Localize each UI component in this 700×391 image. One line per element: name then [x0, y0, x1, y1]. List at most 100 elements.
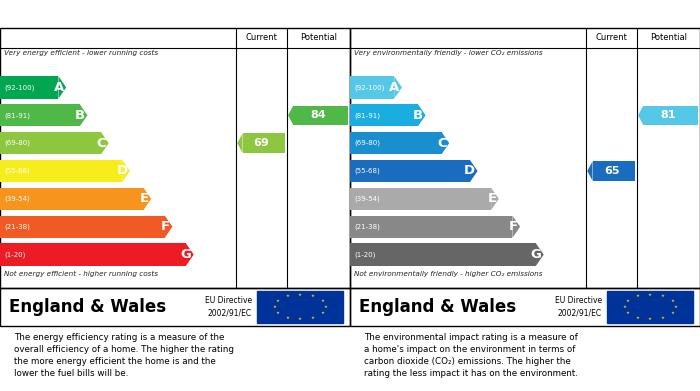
Text: ★: ★ — [286, 294, 289, 298]
Text: ★: ★ — [272, 305, 276, 309]
Text: Potential: Potential — [650, 33, 687, 42]
Text: England & Wales: England & Wales — [358, 298, 516, 316]
Polygon shape — [186, 244, 194, 266]
Text: F: F — [508, 220, 517, 233]
Text: 69: 69 — [253, 138, 270, 148]
Text: (21-38): (21-38) — [354, 224, 380, 230]
Bar — [293, 106, 349, 125]
Polygon shape — [394, 76, 402, 99]
Text: ★: ★ — [298, 317, 302, 321]
Text: England & Wales: England & Wales — [8, 298, 166, 316]
Bar — [0, 160, 122, 182]
Text: ★: ★ — [636, 294, 639, 298]
Text: 84: 84 — [311, 110, 326, 120]
Text: ★: ★ — [636, 316, 639, 319]
Text: ★: ★ — [311, 294, 315, 298]
Text: ★: ★ — [648, 317, 652, 321]
Text: C: C — [97, 136, 106, 150]
Polygon shape — [638, 106, 643, 125]
Text: ★: ★ — [276, 311, 280, 315]
Bar — [350, 244, 536, 266]
Text: Very energy efficient - lower running costs: Very energy efficient - lower running co… — [4, 50, 158, 56]
Text: ★: ★ — [321, 311, 324, 315]
Text: ★: ★ — [324, 305, 328, 309]
Text: ★: ★ — [626, 299, 630, 303]
Text: (39-54): (39-54) — [4, 196, 30, 202]
Bar — [350, 132, 442, 154]
Text: C: C — [437, 136, 447, 150]
Bar — [243, 133, 286, 153]
Polygon shape — [101, 132, 108, 154]
Text: (81-91): (81-91) — [354, 112, 380, 118]
Text: B: B — [75, 109, 85, 122]
Text: Not environmentally friendly - higher CO₂ emissions: Not environmentally friendly - higher CO… — [354, 271, 542, 277]
Polygon shape — [80, 104, 88, 126]
Text: ★: ★ — [626, 311, 630, 315]
Text: ★: ★ — [321, 299, 324, 303]
Bar — [350, 76, 394, 99]
Text: B: B — [413, 109, 423, 122]
Polygon shape — [536, 244, 544, 266]
Text: 65: 65 — [604, 166, 620, 176]
Text: D: D — [464, 165, 475, 178]
Bar — [350, 215, 512, 238]
Polygon shape — [59, 76, 66, 99]
Text: A: A — [53, 81, 64, 94]
Text: ★: ★ — [276, 299, 280, 303]
Text: (55-68): (55-68) — [354, 168, 380, 174]
Bar — [350, 160, 470, 182]
Polygon shape — [122, 160, 130, 182]
Bar — [0, 215, 164, 238]
Text: (1-20): (1-20) — [4, 251, 26, 258]
Text: Current: Current — [246, 33, 278, 42]
Text: ★: ★ — [674, 305, 678, 309]
Polygon shape — [470, 160, 477, 182]
Text: Potential: Potential — [300, 33, 337, 42]
Text: (1-20): (1-20) — [354, 251, 376, 258]
Bar — [350, 188, 491, 210]
Bar — [643, 106, 699, 125]
Polygon shape — [144, 188, 151, 210]
Text: The energy efficiency rating is a measure of the
overall efficiency of a home. T: The energy efficiency rating is a measur… — [14, 332, 234, 378]
Text: (92-100): (92-100) — [4, 84, 34, 91]
Text: G: G — [531, 248, 541, 261]
Text: (69-80): (69-80) — [4, 140, 30, 146]
Text: Environmental Impact (CO₂) Rating: Environmental Impact (CO₂) Rating — [357, 7, 603, 20]
Text: (81-91): (81-91) — [4, 112, 30, 118]
Text: E: E — [487, 192, 496, 205]
Polygon shape — [491, 188, 499, 210]
Text: (21-38): (21-38) — [4, 224, 30, 230]
Text: Very environmentally friendly - lower CO₂ emissions: Very environmentally friendly - lower CO… — [354, 50, 542, 56]
Text: (92-100): (92-100) — [354, 84, 384, 91]
Polygon shape — [587, 161, 592, 181]
Bar — [592, 161, 635, 181]
Text: (39-54): (39-54) — [354, 196, 380, 202]
Polygon shape — [418, 104, 426, 126]
Text: ★: ★ — [286, 316, 289, 319]
Text: 81: 81 — [661, 110, 676, 120]
Bar — [0, 244, 186, 266]
Bar — [0, 132, 101, 154]
Text: E: E — [139, 192, 149, 205]
Bar — [258, 291, 343, 323]
Text: The environmental impact rating is a measure of
a home's impact on the environme: The environmental impact rating is a mea… — [364, 332, 578, 378]
Text: ★: ★ — [661, 316, 665, 319]
Text: ★: ★ — [298, 293, 302, 297]
Bar — [350, 104, 418, 126]
Text: ★: ★ — [661, 294, 665, 298]
Bar — [608, 291, 693, 323]
Bar — [0, 188, 144, 210]
Text: A: A — [389, 81, 400, 94]
Text: ★: ★ — [311, 316, 315, 319]
Text: (55-68): (55-68) — [4, 168, 30, 174]
Text: D: D — [116, 165, 127, 178]
Polygon shape — [164, 215, 172, 238]
Text: Current: Current — [596, 33, 628, 42]
Text: ★: ★ — [648, 293, 652, 297]
Polygon shape — [512, 215, 520, 238]
Text: Energy Efficiency Rating: Energy Efficiency Rating — [7, 7, 178, 20]
Text: F: F — [161, 220, 170, 233]
Text: ★: ★ — [671, 311, 674, 315]
Polygon shape — [442, 132, 449, 154]
Text: Not energy efficient - higher running costs: Not energy efficient - higher running co… — [4, 271, 158, 277]
